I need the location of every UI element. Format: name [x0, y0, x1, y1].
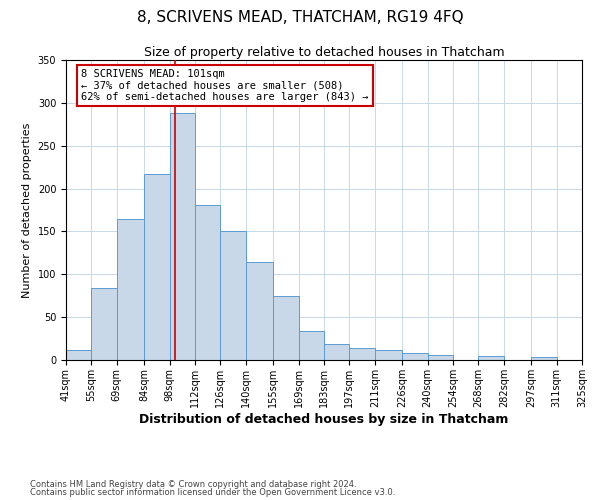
Bar	[324, 344, 349, 360]
Y-axis label: Number of detached properties: Number of detached properties	[22, 122, 32, 298]
Bar	[66, 350, 91, 360]
Bar	[117, 220, 144, 360]
Bar	[402, 353, 428, 360]
Bar	[195, 205, 220, 360]
Text: Contains HM Land Registry data © Crown copyright and database right 2024.: Contains HM Land Registry data © Crown c…	[30, 480, 356, 489]
Bar	[246, 262, 273, 360]
Text: 8, SCRIVENS MEAD, THATCHAM, RG19 4FQ: 8, SCRIVENS MEAD, THATCHAM, RG19 4FQ	[137, 10, 463, 25]
Bar	[531, 358, 557, 360]
Bar	[144, 174, 170, 360]
X-axis label: Distribution of detached houses by size in Thatcham: Distribution of detached houses by size …	[139, 412, 509, 426]
Bar	[582, 358, 600, 360]
Bar	[220, 232, 246, 360]
Bar	[273, 296, 299, 360]
Title: Size of property relative to detached houses in Thatcham: Size of property relative to detached ho…	[143, 46, 505, 59]
Bar	[299, 331, 324, 360]
Bar	[170, 113, 195, 360]
Bar	[428, 355, 453, 360]
Bar	[91, 288, 117, 360]
Text: Contains public sector information licensed under the Open Government Licence v3: Contains public sector information licen…	[30, 488, 395, 497]
Text: 8 SCRIVENS MEAD: 101sqm
← 37% of detached houses are smaller (508)
62% of semi-d: 8 SCRIVENS MEAD: 101sqm ← 37% of detache…	[82, 69, 369, 102]
Bar	[478, 356, 504, 360]
Bar	[349, 348, 375, 360]
Bar	[375, 350, 402, 360]
